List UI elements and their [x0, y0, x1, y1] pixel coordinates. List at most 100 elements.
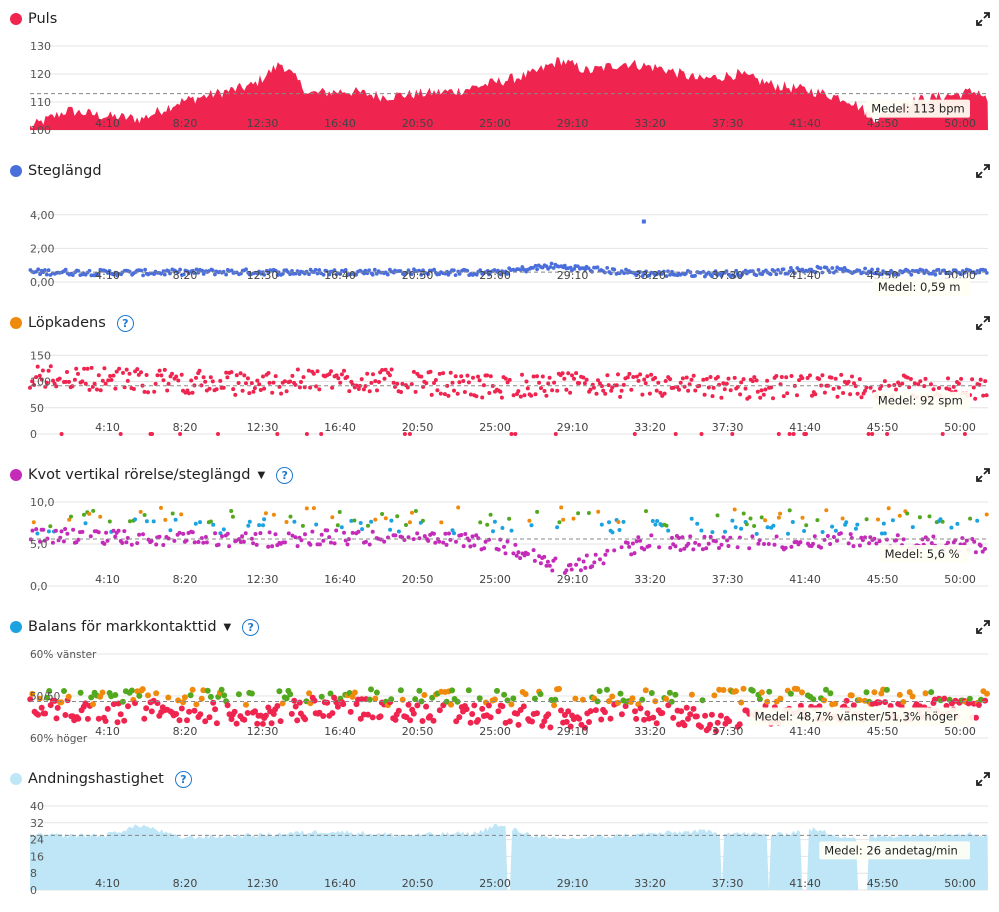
- data-point: [754, 378, 759, 383]
- data-point: [610, 530, 615, 535]
- data-point: [545, 711, 552, 718]
- data-point: [870, 432, 875, 436]
- data-point: [53, 715, 60, 722]
- data-point: [370, 529, 375, 534]
- help-icon[interactable]: ?: [276, 466, 294, 484]
- data-point: [296, 699, 303, 706]
- expand-icon[interactable]: [976, 316, 990, 330]
- data-point: [299, 538, 304, 543]
- expand-icon[interactable]: [976, 772, 990, 786]
- data-point: [234, 373, 239, 378]
- data-point: [342, 530, 346, 535]
- data-point: [569, 567, 574, 572]
- expand-icon[interactable]: [976, 620, 990, 634]
- x-tick-label: 41:40: [789, 269, 821, 282]
- data-point: [42, 710, 49, 717]
- data-point: [295, 544, 300, 549]
- data-point: [800, 515, 805, 520]
- data-point: [48, 364, 53, 369]
- data-point: [730, 432, 735, 436]
- data-point: [468, 544, 473, 549]
- data-point: [984, 512, 989, 517]
- data-point: [342, 368, 346, 373]
- data-point: [139, 686, 146, 693]
- data-point: [741, 377, 746, 382]
- data-point: [257, 523, 262, 528]
- data-point: [406, 535, 411, 540]
- data-point: [787, 690, 794, 697]
- data-point: [39, 377, 44, 382]
- data-point: [287, 691, 294, 698]
- data-point: [562, 263, 567, 268]
- data-point: [161, 543, 166, 547]
- data-point: [190, 530, 195, 535]
- data-point: [668, 272, 672, 277]
- data-point: [417, 268, 421, 273]
- help-icon[interactable]: ?: [116, 314, 134, 332]
- data-point: [465, 373, 470, 378]
- data-point: [449, 687, 456, 694]
- x-tick-label: 25:00: [479, 117, 511, 130]
- data-point: [207, 693, 214, 700]
- data-point: [627, 371, 632, 376]
- data-point: [609, 693, 616, 700]
- data-point: [713, 539, 718, 544]
- data-point: [983, 379, 988, 384]
- panel-puls: Puls 130 120 110 100 4:10 8:20 12:30 16:40 20:50…: [0, 0, 999, 152]
- data-point: [472, 543, 477, 548]
- x-tick-label: 12:30: [247, 725, 279, 738]
- data-point: [304, 432, 309, 436]
- data-point: [144, 373, 149, 377]
- help-icon[interactable]: ?: [242, 618, 260, 636]
- data-point: [276, 688, 283, 695]
- x-tick-label: 33:20: [634, 877, 666, 890]
- help-icon[interactable]: ?: [174, 770, 192, 788]
- data-point: [509, 528, 514, 533]
- data-point: [358, 696, 365, 703]
- data-point: [507, 377, 512, 382]
- data-point: [177, 530, 182, 535]
- data-point: [143, 705, 150, 712]
- data-point: [968, 516, 973, 521]
- x-tick-label: 20:50: [402, 573, 434, 586]
- data-point: [787, 508, 792, 513]
- data-point: [113, 534, 118, 539]
- data-point: [601, 561, 606, 566]
- data-point: [203, 379, 208, 384]
- data-point: [681, 722, 688, 729]
- mean-label-bg: [866, 99, 970, 118]
- data-point: [690, 705, 697, 712]
- data-point: [710, 394, 715, 399]
- x-tick-label: 37:30: [712, 421, 744, 434]
- expand-icon[interactable]: [976, 468, 990, 482]
- mean-label: Medel: 26 andetag/min: [824, 843, 958, 857]
- data-point: [578, 568, 583, 573]
- data-point: [738, 392, 743, 397]
- data-point: [221, 269, 226, 274]
- data-point: [863, 535, 867, 540]
- data-point: [892, 383, 897, 387]
- dropdown-caret-icon[interactable]: ▼: [223, 621, 232, 633]
- data-point: [143, 267, 148, 272]
- data-point: [686, 388, 691, 393]
- expand-icon[interactable]: [976, 164, 990, 178]
- data-point: [427, 713, 433, 720]
- data-point: [480, 395, 485, 400]
- dropdown-caret-icon[interactable]: ▼: [257, 469, 266, 481]
- data-point: [672, 691, 679, 698]
- data-point: [972, 539, 977, 544]
- data-point: [824, 265, 829, 270]
- x-tick-label: 25:00: [479, 725, 511, 738]
- data-point: [802, 529, 807, 533]
- data-point: [733, 525, 738, 530]
- data-point: [691, 373, 696, 378]
- data-point: [859, 395, 864, 400]
- data-point: [429, 694, 436, 701]
- data-point: [744, 522, 749, 527]
- expand-icon[interactable]: [976, 12, 990, 26]
- data-point: [828, 542, 833, 546]
- data-point: [701, 377, 706, 382]
- data-point: [699, 697, 706, 704]
- data-point: [481, 383, 486, 388]
- data-point: [380, 368, 385, 372]
